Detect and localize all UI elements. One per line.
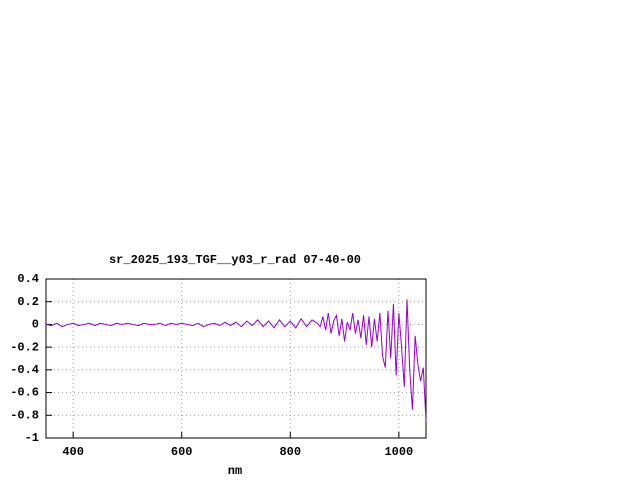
x-axis-label: nm (228, 464, 242, 478)
data-line (45, 299, 427, 421)
y-tick-label: 0 (32, 318, 39, 332)
plot-border (45, 278, 427, 439)
chart-title: sr_2025_193_TGF__y03_r_rad 07-40-00 (109, 253, 361, 267)
x-tick-label: 400 (62, 445, 84, 459)
x-tick-label: 800 (279, 445, 301, 459)
y-tick-label: -0.6 (10, 386, 39, 400)
y-tick-label: -0.4 (10, 363, 39, 377)
y-tick-label: 0.4 (17, 272, 39, 286)
x-tick-label: 1000 (384, 445, 413, 459)
y-tick-label: 0.2 (17, 295, 39, 309)
y-tick-label: -0.2 (10, 340, 39, 354)
x-tick-label: 600 (171, 445, 193, 459)
y-tick-label: -0.8 (10, 408, 39, 422)
y-tick-label: -1 (25, 431, 39, 445)
